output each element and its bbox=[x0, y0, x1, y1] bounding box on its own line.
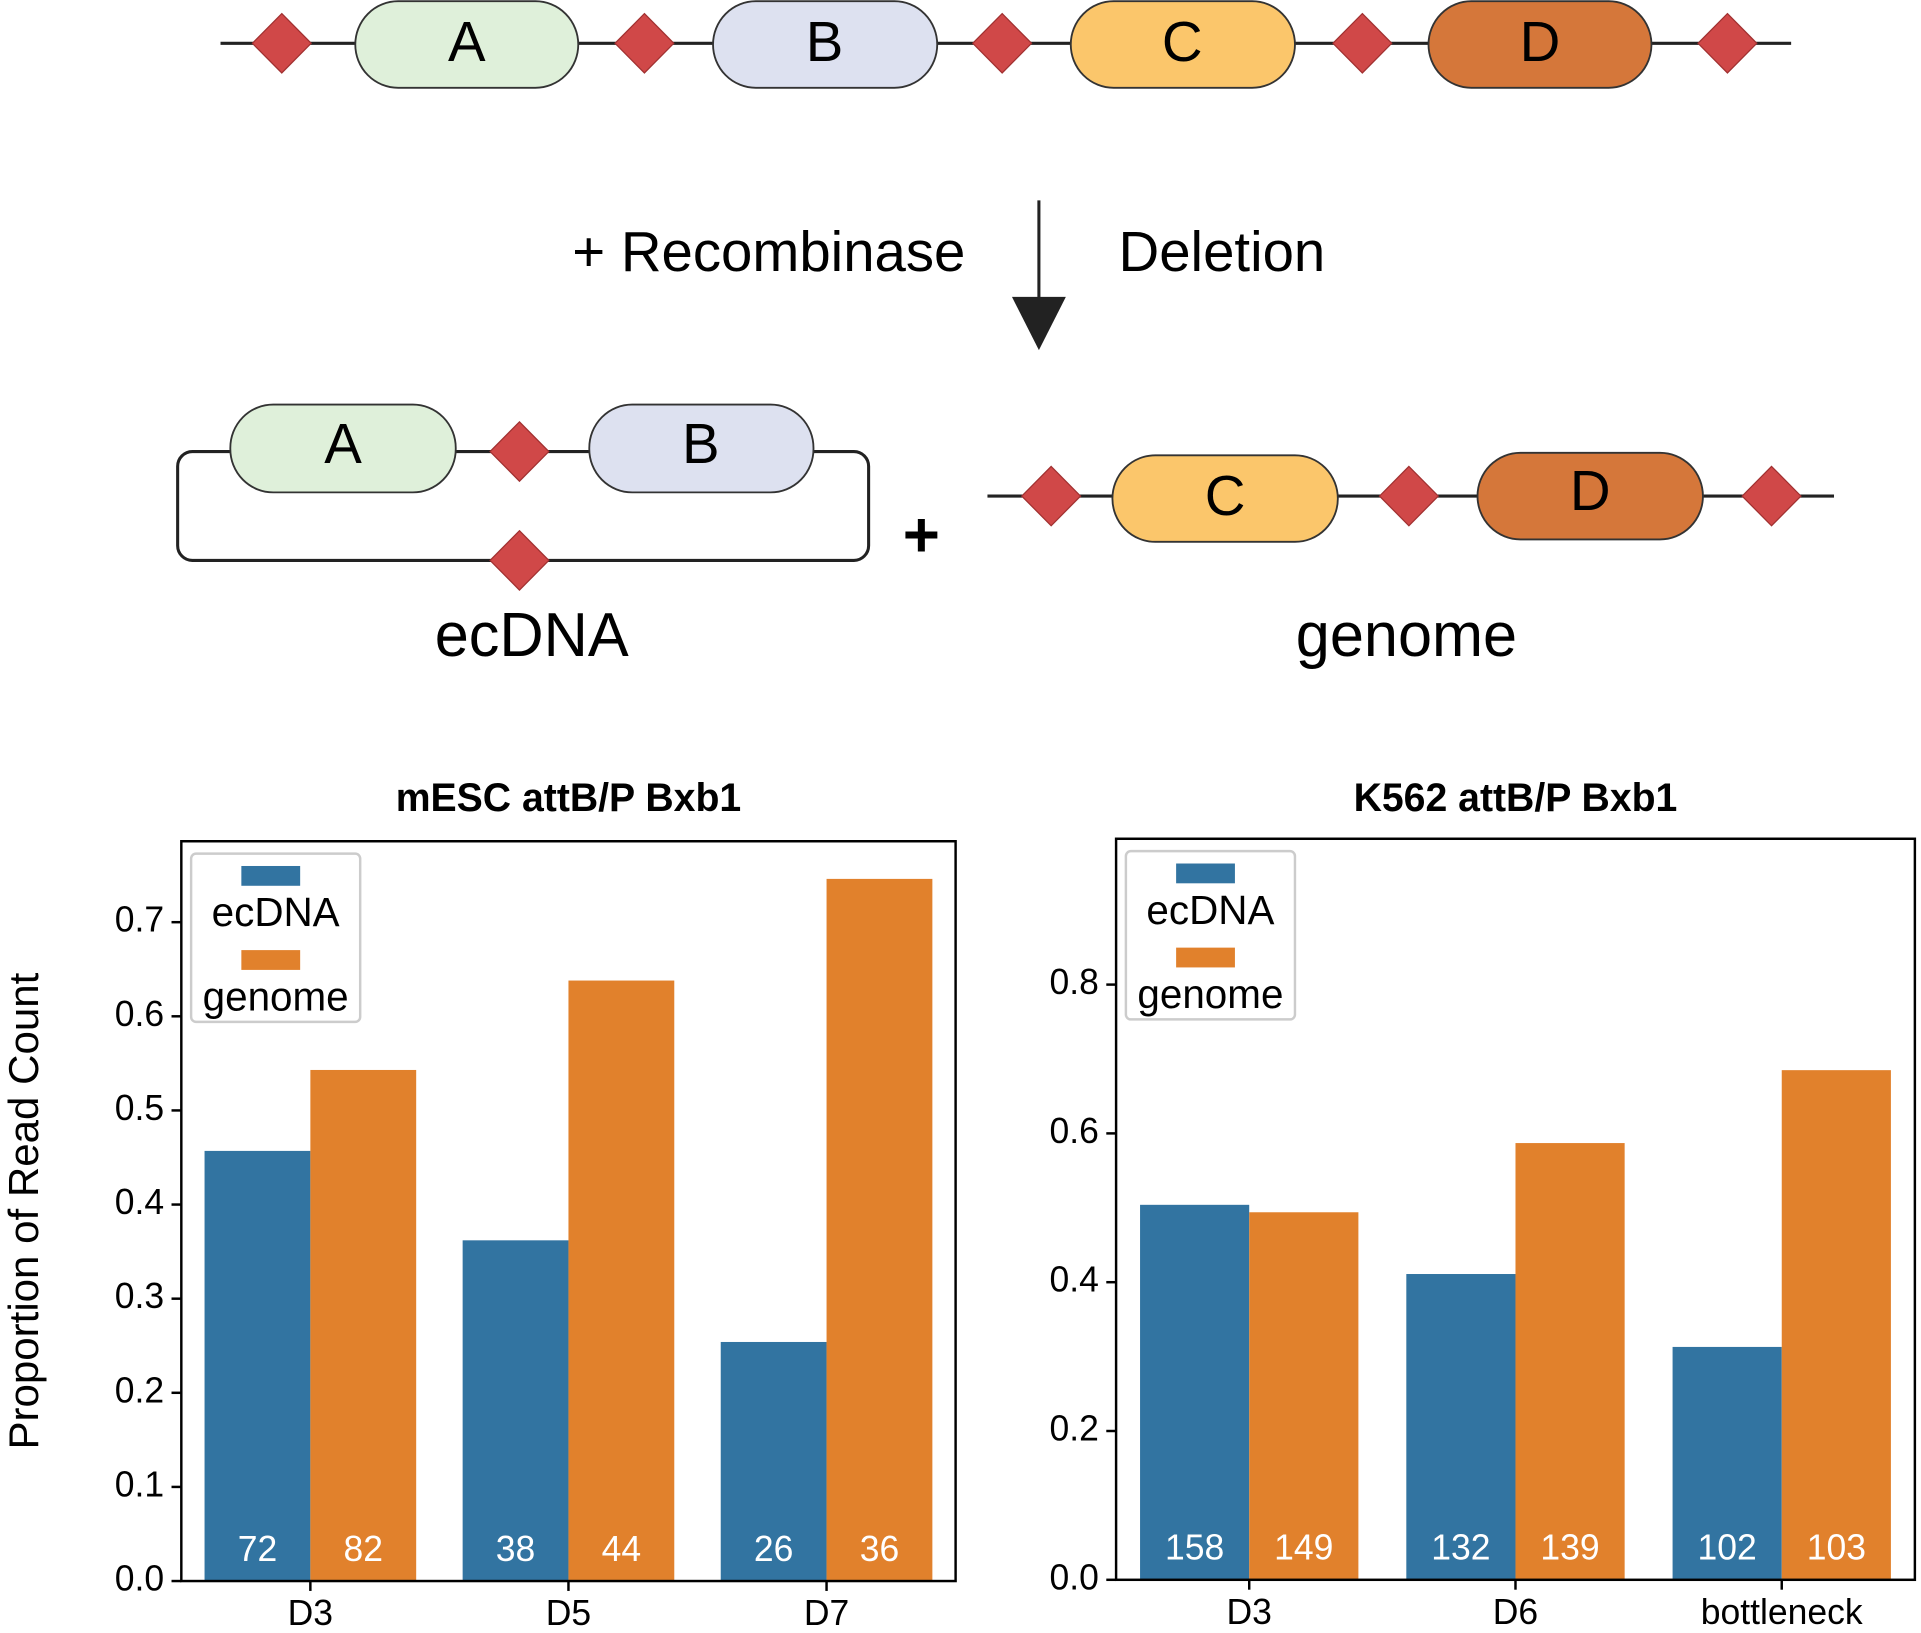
sites bbox=[1020, 465, 1802, 527]
reagent: + Recombinase bbox=[572, 221, 965, 284]
segment-label: A bbox=[448, 11, 486, 74]
legend-label: genome bbox=[1137, 971, 1283, 1017]
legend-label: ecDNA bbox=[212, 889, 340, 935]
segment-label: B bbox=[682, 413, 720, 476]
y-tick-label: 0.4 bbox=[1050, 1260, 1099, 1300]
sites bbox=[251, 12, 1758, 74]
x-tick-label: D3 bbox=[288, 1593, 333, 1633]
outcome: Deletion bbox=[1119, 221, 1326, 284]
y-tick-label: 0.2 bbox=[1050, 1408, 1099, 1448]
segment-label: D bbox=[1570, 460, 1611, 523]
bar bbox=[310, 1069, 417, 1582]
y-tick-label: 0.0 bbox=[115, 1558, 164, 1598]
segment bbox=[1476, 451, 1704, 541]
x-tick-label: D5 bbox=[546, 1593, 591, 1633]
y-tick-label: 0.1 bbox=[115, 1464, 164, 1504]
y-tick-label: 0.2 bbox=[115, 1370, 164, 1410]
bar bbox=[1515, 1143, 1625, 1580]
count-label: 82 bbox=[344, 1529, 384, 1569]
y-tick-label: 0.5 bbox=[115, 1088, 164, 1128]
legend-label: ecDNA bbox=[1146, 887, 1274, 933]
sites bbox=[489, 420, 550, 591]
segment-label: A bbox=[324, 413, 362, 476]
y-axis-label: Proportion of Read Count bbox=[0, 972, 47, 1449]
legend-swatch bbox=[241, 950, 301, 970]
segment-label: C bbox=[1205, 465, 1246, 528]
bar bbox=[1406, 1274, 1516, 1580]
ecdna-label: ecDNA bbox=[435, 601, 629, 670]
bar bbox=[826, 878, 933, 1582]
segment bbox=[1111, 454, 1339, 543]
count-label: 102 bbox=[1698, 1527, 1757, 1567]
plot-frame bbox=[1114, 837, 1917, 1582]
x-tick-label: D7 bbox=[804, 1593, 849, 1633]
plus: + bbox=[903, 498, 940, 570]
x-tick-label: D3 bbox=[1227, 1592, 1272, 1632]
segment bbox=[588, 403, 815, 494]
segment bbox=[1427, 0, 1653, 89]
plot-frame bbox=[180, 840, 957, 1583]
segment bbox=[229, 403, 457, 494]
legend-box bbox=[1124, 849, 1297, 1021]
arrow-head bbox=[1011, 296, 1066, 351]
segment-label: D bbox=[1520, 11, 1561, 74]
segment-label: C bbox=[1162, 11, 1203, 74]
y-tick-label: 0.0 bbox=[1050, 1557, 1099, 1597]
count-label: 26 bbox=[754, 1529, 794, 1569]
segment-label: B bbox=[806, 11, 844, 74]
count-label: 158 bbox=[1165, 1527, 1224, 1567]
bar bbox=[462, 1240, 569, 1582]
bar bbox=[1781, 1070, 1891, 1580]
chart-title: K562 attB/P Bxb1 bbox=[1354, 776, 1678, 820]
y-tick-label: 0.3 bbox=[115, 1276, 164, 1316]
y-tick-label: 0.8 bbox=[1050, 962, 1099, 1002]
legend-swatch bbox=[1176, 863, 1235, 884]
x-tick-label: D6 bbox=[1493, 1592, 1538, 1632]
segment bbox=[712, 0, 939, 89]
segment bbox=[1069, 0, 1296, 89]
legend-swatch bbox=[241, 865, 301, 886]
legend-label: genome bbox=[203, 973, 349, 1019]
chart-title: mESC attB/P Bxb1 bbox=[396, 776, 741, 820]
count-label: 103 bbox=[1807, 1527, 1866, 1567]
legend-box bbox=[189, 852, 362, 1024]
legend-swatch bbox=[1176, 947, 1235, 968]
count-label: 139 bbox=[1540, 1527, 1599, 1567]
bar bbox=[1140, 1204, 1250, 1580]
count-label: 44 bbox=[602, 1529, 642, 1569]
count-label: 149 bbox=[1274, 1527, 1333, 1567]
y-tick-label: 0.4 bbox=[115, 1182, 164, 1222]
bar bbox=[720, 1341, 827, 1582]
bar bbox=[1672, 1346, 1782, 1580]
y-tick-label: 0.6 bbox=[115, 994, 164, 1034]
x-tick-label: bottleneck bbox=[1701, 1592, 1863, 1632]
bar bbox=[1249, 1212, 1359, 1580]
count-label: 38 bbox=[496, 1529, 536, 1569]
segment bbox=[354, 0, 580, 89]
count-label: 36 bbox=[860, 1529, 900, 1569]
bar bbox=[204, 1150, 311, 1582]
y-tick-label: 0.6 bbox=[1050, 1111, 1099, 1151]
count-label: 72 bbox=[238, 1529, 278, 1569]
y-tick-label: 0.7 bbox=[115, 900, 164, 940]
genome-label: genome bbox=[1296, 601, 1517, 670]
count-label: 132 bbox=[1431, 1527, 1490, 1567]
bar bbox=[568, 980, 675, 1582]
